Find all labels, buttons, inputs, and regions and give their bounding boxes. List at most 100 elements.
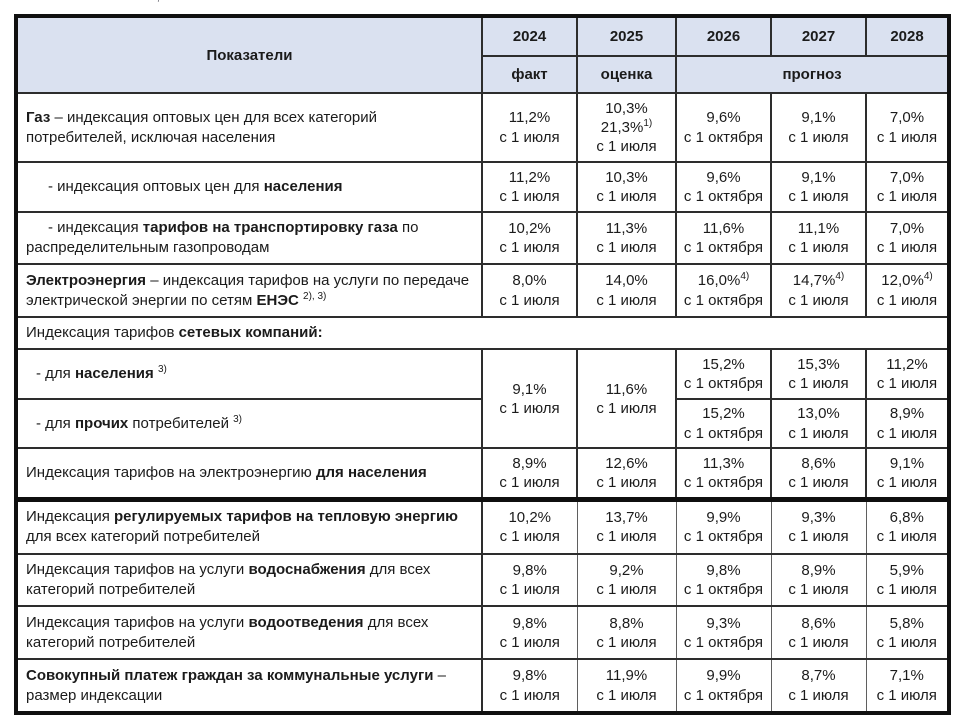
row-label: Индексация тарифов на электроэнергию для… <box>15 447 483 501</box>
subheader-fact: факт <box>481 55 578 94</box>
label-text: для всех категорий потребителей <box>26 613 429 651</box>
value-line: 6,8% <box>889 509 924 527</box>
label-bold-text: тарифов на транспортировку газа <box>142 219 398 237</box>
value-cell: 8,8% с 1 июля <box>576 605 677 661</box>
value-line: с 1 октября <box>683 375 764 393</box>
value-cell: 9,8% с 1 октября <box>675 552 772 608</box>
table-row: Индексация тарифов сетевых компаний: <box>15 315 950 351</box>
value-cell: 6,8% с 1 июля <box>865 496 950 555</box>
value-cell: 13,7% с 1 июля <box>576 496 677 555</box>
row-label: - для прочих потребителей 3) <box>15 397 483 450</box>
value-line: с 1 июля <box>499 633 560 651</box>
label-bold-text: населения <box>74 365 154 383</box>
value-line: с 1 июля <box>596 633 657 651</box>
value-line: 9,1% <box>512 380 547 398</box>
value-line: 11,2% <box>886 356 928 374</box>
value-cell: 9,3% с 1 октября <box>675 605 772 661</box>
value-line: с 1 октября <box>683 128 764 146</box>
table-row: Индексация регулируемых тарифов на тепло… <box>15 496 950 555</box>
cropped-text-artifact: ʼ <box>157 0 160 11</box>
value-line: с 1 июля <box>596 187 657 205</box>
value-line: с 1 июля <box>596 581 657 599</box>
value-cell: 8,9% с 1 июля <box>770 552 867 608</box>
label-text: по распределительным газопроводам <box>26 219 419 256</box>
value-line: 7,0% <box>889 109 925 127</box>
table-row: Электроэнергия – индексация тарифов на у… <box>15 263 950 318</box>
value-line: с 1 июля <box>788 424 849 442</box>
label-text: Индексация <box>26 508 114 526</box>
value-line: 7,1% <box>889 667 924 685</box>
value-line: 11,2% <box>508 109 551 127</box>
footnote-marker: 3) <box>157 364 167 376</box>
value-cell: 12,0%4) с 1 июля <box>865 263 950 318</box>
value-cell: 15,2% с 1 октября <box>675 348 772 400</box>
value-cell: 9,1% с 1 июля <box>770 161 867 213</box>
row-label: Электроэнергия – индексация тарифов на у… <box>15 263 483 318</box>
value-line: с 1 июля <box>788 581 849 599</box>
value-cell: 8,6% с 1 июля <box>770 447 867 501</box>
table-body: Газ – индексация оптовых цен для всех ка… <box>15 91 950 714</box>
footnote-marker: 1) <box>643 117 653 129</box>
value-line: с 1 июля <box>499 474 560 492</box>
value-cell: 11,1% с 1 июля <box>770 210 867 266</box>
value-cell: 8,6% с 1 июля <box>770 605 867 661</box>
value-line: 11,1% <box>797 219 840 237</box>
value-line: 11,6% <box>702 219 745 237</box>
value-line: с 1 июля <box>788 187 849 205</box>
value-line: 14,7%4) <box>792 271 845 290</box>
value-line: 21,3%1) <box>600 117 653 136</box>
label-text: – индексация оптовых цен для всех катего… <box>26 108 378 146</box>
label-bold-text: для населения <box>315 464 427 482</box>
row-label: Индексация тарифов на услуги водоотведен… <box>15 605 483 661</box>
value-line: с 1 июля <box>788 633 849 651</box>
label-text: - индексация <box>48 219 143 237</box>
value-line: 7,0% <box>889 219 925 237</box>
value-line: 14,0% <box>605 272 648 290</box>
label-text: – индексация тарифов на услуги по переда… <box>26 271 470 309</box>
value-cell: 7,0% с 1 июля <box>865 91 950 164</box>
value-line: с 1 июля <box>876 375 938 393</box>
label-text: - индексация оптовых цен для <box>48 177 264 195</box>
table-row: Индексация тарифов на электроэнергию для… <box>15 447 950 501</box>
value-line: с 1 октября <box>683 187 764 205</box>
label-bold-text: сетевых компаний: <box>178 324 323 342</box>
value-line: с 1 июля <box>499 528 560 546</box>
value-line: с 1 июля <box>596 138 657 156</box>
label-text: для всех категорий потребителей <box>26 561 431 599</box>
value-line: 8,9% <box>889 405 925 423</box>
value-line: с 1 июля <box>876 474 938 492</box>
header-subhead-row: факт оценка прогноз <box>16 55 950 94</box>
value-cell: 9,6% с 1 октября <box>675 91 772 164</box>
value-line: с 1 июля <box>876 528 937 546</box>
label-text: Индексация тарифов на электроэнергию <box>26 464 316 482</box>
value-line: 8,9% <box>801 561 836 579</box>
value-cell: 7,1% с 1 июля <box>865 658 950 714</box>
value-cell: 10,2% с 1 июля <box>481 496 578 555</box>
value-line: 8,9% <box>512 454 547 472</box>
table-row: - индексация тарифов на транспортировку … <box>15 210 950 266</box>
value-line: 9,1% <box>889 454 925 472</box>
value-cell: 13,0% с 1 июля <box>770 397 867 450</box>
value-cell: 5,8% с 1 июля <box>865 605 950 661</box>
value-cell: 9,9% с 1 октября <box>675 658 772 714</box>
row-label: Индексация тарифов на услуги водоснабжен… <box>15 552 483 608</box>
value-line: с 1 июля <box>788 238 849 256</box>
value-line: 11,2% <box>508 168 551 186</box>
value-line: 13,7% <box>605 509 648 527</box>
value-line: 9,8% <box>706 561 741 579</box>
value-line: с 1 июля <box>788 686 849 704</box>
value-line: 9,6% <box>706 168 741 186</box>
value-line: 5,8% <box>889 614 924 632</box>
value-line: 15,2% <box>702 356 745 374</box>
row-label: - индексация оптовых цен для населения <box>15 161 483 213</box>
value-line: 13,0% <box>797 405 840 423</box>
value-line: с 1 июля <box>596 474 657 492</box>
value-cell: 9,1% с 1 июля <box>770 91 867 164</box>
header-year-row: Показатели 2024 2025 2026 2027 2028 <box>15 15 950 94</box>
value-line: с 1 июля <box>596 291 657 309</box>
label-bold-text: водоснабжения <box>248 561 366 579</box>
label-text: потребителей <box>128 414 234 432</box>
value-line: с 1 октября <box>683 528 764 546</box>
value-line: с 1 октября <box>683 424 764 442</box>
tariff-indexation-table: Показатели 2024 2025 2026 2027 2028 факт… <box>14 14 951 715</box>
